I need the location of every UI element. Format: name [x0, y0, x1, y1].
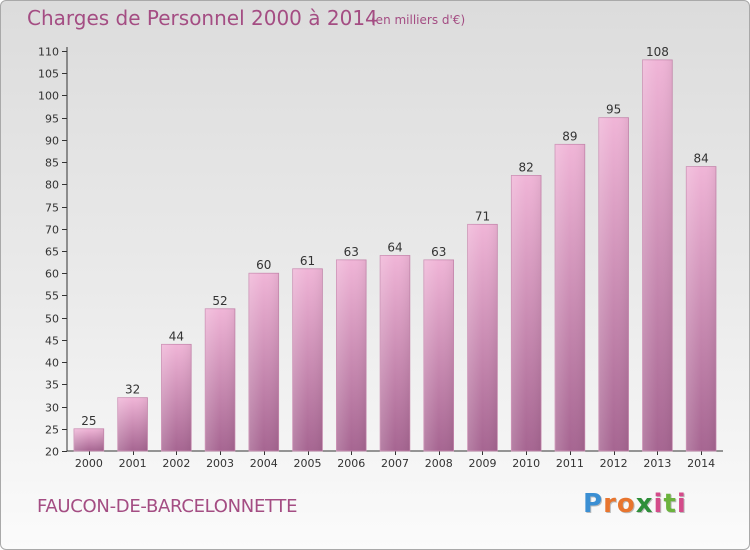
logo-letter: i [653, 489, 664, 519]
x-tick-label-2001: 2001 [119, 457, 147, 470]
logo-letter: i [676, 489, 687, 519]
logo-letter: r [603, 489, 617, 519]
x-tick-label-2002: 2002 [162, 457, 190, 470]
data-label-2011: 89 [562, 129, 577, 143]
data-label-2005: 61 [300, 254, 315, 268]
bar-shine-2005 [292, 268, 323, 451]
logo-letter: t [663, 489, 677, 519]
y-tick-label: 65 [45, 246, 59, 259]
bar-shine-2001 [117, 397, 148, 451]
x-tick-label-2009: 2009 [468, 457, 496, 470]
y-tick-label: 25 [45, 424, 59, 437]
y-tick-label: 100 [38, 90, 59, 103]
bar-shine-2000 [73, 428, 104, 451]
data-labels: 25 32 44 52 60 61 63 64 63 71 82 89 95 108 84 [81, 45, 709, 428]
bar-shine-2012 [598, 117, 629, 452]
bar-shine-2006 [336, 259, 367, 451]
x-tick-label-2007: 2007 [381, 457, 409, 470]
logo-letter: P [583, 489, 604, 519]
y-tick-label: 70 [45, 224, 59, 237]
y-tick-label: 105 [38, 68, 59, 81]
data-label-2008: 63 [431, 245, 446, 259]
y-tick-label: 45 [45, 335, 59, 348]
commune-name: FAUCON-DE-BARCELONNETTE [37, 496, 298, 517]
bar-shine-2003 [205, 308, 235, 451]
data-label-2000: 25 [81, 414, 96, 428]
x-tick-label-2003: 2003 [206, 457, 234, 470]
y-tick-label: 60 [45, 268, 59, 281]
y-tick-label: 20 [45, 446, 59, 459]
bar-shine-2013 [642, 59, 673, 452]
y-tick-label: 30 [45, 402, 59, 415]
proxiti-logo: Proxiti [583, 489, 687, 519]
bar-shine-2010 [511, 175, 542, 451]
y-tick-label: 75 [45, 202, 59, 215]
bar-shine-2002 [161, 344, 192, 451]
data-label-2014: 84 [693, 152, 708, 166]
x-tick-label-2006: 2006 [337, 457, 365, 470]
chart-title: Charges de Personnel 2000 à 2014 [27, 6, 378, 30]
data-label-2007: 64 [387, 240, 402, 254]
axes: 20 25 30 35 40 45 50 55 60 65 70 75 80 85 90 95 100 105 11… [38, 46, 723, 470]
data-label-2002: 44 [169, 329, 184, 343]
y-tick-label: 55 [45, 290, 59, 303]
y-tick-label: 35 [45, 379, 59, 392]
data-label-2006: 63 [344, 245, 359, 259]
bar-shine-2014 [686, 166, 717, 452]
data-label-2004: 60 [256, 258, 271, 272]
x-tick-label-2004: 2004 [250, 457, 278, 470]
y-tick-label: 90 [45, 135, 59, 148]
chart-subtitle: (en milliers d'€) [371, 13, 466, 27]
logo-letter: x [635, 489, 654, 519]
bar-shine-2011 [555, 144, 585, 452]
x-tick-label-2010: 2010 [512, 457, 540, 470]
x-tick-label-2013: 2013 [643, 457, 671, 470]
bars [73, 59, 717, 452]
data-label-2003: 52 [212, 294, 227, 308]
data-label-2010: 82 [519, 160, 534, 174]
logo-letter: o [616, 489, 636, 519]
data-label-2013: 108 [646, 45, 669, 59]
data-label-2001: 32 [125, 383, 140, 397]
x-tick-label-2014: 2014 [687, 457, 715, 470]
bar-shine-2004 [248, 273, 279, 451]
y-tick-label: 95 [45, 113, 59, 126]
bar-shine-2007 [380, 255, 410, 451]
x-tick-label-2000: 2000 [75, 457, 103, 470]
x-tick-label-2012: 2012 [600, 457, 628, 470]
x-tick-label-2008: 2008 [425, 457, 453, 470]
y-tick-label: 110 [38, 46, 59, 59]
data-label-2012: 95 [606, 103, 621, 117]
y-tick-label: 50 [45, 313, 59, 326]
bar-shine-2009 [467, 224, 498, 451]
x-tick-label-2011: 2011 [556, 457, 584, 470]
y-tick-label: 40 [45, 357, 59, 370]
data-label-2009: 71 [475, 209, 490, 223]
y-tick-label: 80 [45, 179, 59, 192]
y-tick-label: 85 [45, 157, 59, 170]
x-tick-label-2005: 2005 [294, 457, 322, 470]
bar-shine-2008 [423, 259, 454, 451]
